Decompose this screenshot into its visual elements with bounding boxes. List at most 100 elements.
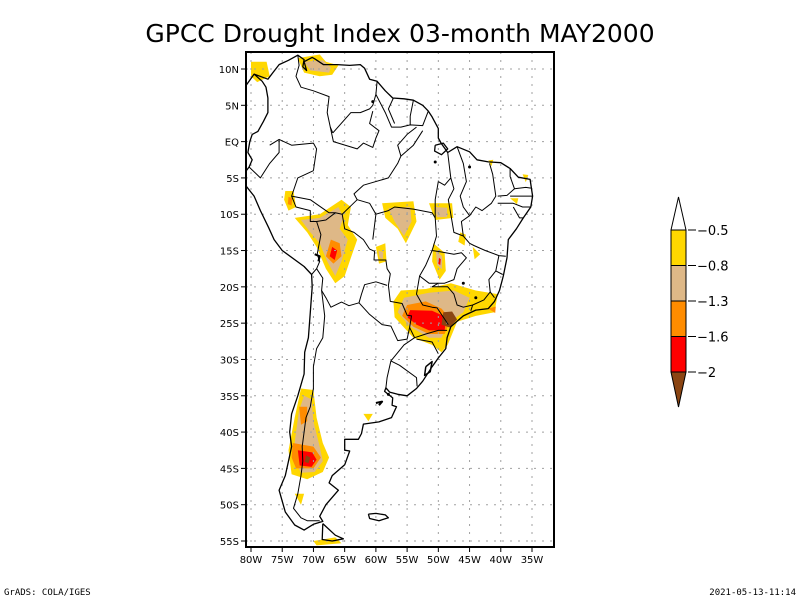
country-border: [295, 55, 334, 134]
country-border: [456, 146, 471, 237]
patch-rio-orange: [488, 306, 496, 313]
patch-mt-south-inner: [378, 250, 384, 260]
lat-tick-label: 15S: [220, 247, 239, 258]
patch-bahia-w: [458, 232, 466, 246]
colorbar-label: −2: [697, 366, 716, 381]
country-border: [469, 163, 497, 216]
lat-tick-label: 25S: [220, 319, 239, 330]
country-border: [385, 360, 392, 388]
footer-timestamp: 2021-05-13-11:14: [709, 588, 796, 598]
lake-mark: [461, 281, 465, 285]
lon-tick-label: 55W: [396, 555, 419, 566]
lake-mark: [433, 160, 437, 164]
lat-tick-label: 50S: [220, 501, 239, 512]
country-border: [291, 170, 322, 275]
lat-tick-label: 55S: [220, 537, 239, 548]
country-border: [248, 139, 280, 179]
footer-credit: GrADS: COLA/IGES: [4, 588, 91, 598]
lon-tick-label: 50W: [427, 555, 450, 566]
country-border: [316, 268, 388, 308]
colorbar-top-arrow: [670, 196, 687, 231]
longitude-axis: 80W 75W 70W 65W 60W 55W 50W 45W 40W 35W: [240, 547, 543, 566]
lake-mark: [468, 165, 472, 169]
lon-tick-label: 65W: [333, 555, 356, 566]
lake-patos: [423, 360, 433, 377]
colorbar-segment: [670, 336, 687, 373]
country-border: [400, 130, 424, 157]
colorbar-label: −0.5: [697, 224, 729, 239]
patch-venezuela-inner: [304, 60, 331, 73]
lon-tick-label: 70W: [302, 555, 325, 566]
lat-tick-label: 10N: [219, 65, 239, 76]
country-border: [269, 138, 318, 171]
country-border: [353, 126, 417, 200]
coastline-marajo: [433, 142, 449, 156]
colorbar-segment: [670, 229, 687, 266]
colorbar-segment: [670, 265, 687, 302]
lake-mark: [371, 100, 375, 104]
lat-tick-label: 10S: [220, 210, 239, 221]
country-border: [431, 250, 467, 288]
patch-colombia-nw: [251, 61, 270, 83]
country-border: [438, 152, 452, 186]
lat-tick-label: EQ: [225, 138, 239, 149]
country-border: [512, 206, 524, 219]
coastline-falklands: [367, 512, 390, 522]
colorbar-legend: −0.5 −0.8 −1.3 −1.6 −2: [670, 196, 729, 408]
lake-mark: [386, 392, 390, 396]
country-border: [447, 177, 464, 237]
country-border: [293, 290, 326, 522]
lake-mark: [474, 296, 478, 300]
plot-title: GPCC Drought Index 03-month MAY2000: [145, 19, 654, 48]
country-border: [497, 168, 515, 197]
lat-tick-label: 5S: [226, 174, 239, 185]
patch-ne-1: [488, 159, 494, 167]
country-border: [489, 291, 495, 298]
lat-tick-label: 20S: [220, 283, 239, 294]
country-border: [329, 110, 380, 150]
grid-lines: [246, 52, 554, 547]
lat-tick-label: 30S: [220, 355, 239, 366]
lon-tick-label: 45W: [458, 555, 481, 566]
map-area: [246, 52, 554, 547]
lake-ar: [375, 400, 384, 406]
lat-tick-label: 5N: [225, 101, 239, 112]
patch-south-red: [407, 310, 447, 331]
patch-peru-core: [287, 196, 293, 206]
patch-argentina: [363, 413, 373, 422]
country-border: [332, 81, 378, 134]
patch-bahia-s: [472, 246, 481, 260]
country-border: [387, 97, 396, 124]
coastline-fuego: [321, 523, 345, 542]
country-border: [409, 100, 414, 125]
country-border: [514, 186, 531, 190]
country-border: [358, 302, 411, 342]
colorbar-segment: [670, 300, 687, 337]
colorbar-label: −1.6: [697, 331, 729, 346]
colorbar-label: −1.3: [697, 295, 729, 310]
patch-ne-3: [510, 198, 519, 205]
lon-tick-label: 75W: [271, 555, 294, 566]
lat-tick-label: 35S: [220, 392, 239, 403]
country-border: [416, 275, 449, 325]
map-frame: [245, 51, 555, 548]
country-border: [387, 285, 412, 328]
colorbar-label: −0.8: [697, 260, 729, 275]
lon-tick-label: 40W: [489, 555, 512, 566]
country-border: [462, 235, 506, 257]
country-border: [495, 270, 503, 275]
country-border: [497, 202, 531, 208]
lat-tick-label: 40S: [220, 428, 239, 439]
lat-tick-label: 45S: [220, 464, 239, 475]
country-border: [470, 304, 474, 311]
patch-matogrosso-inner: [388, 207, 412, 236]
patch-chile-brown: [304, 455, 311, 464]
lon-tick-label: 80W: [240, 555, 263, 566]
coastline-main: [246, 54, 534, 531]
country-border: [375, 206, 436, 219]
country-border: [414, 329, 448, 339]
lon-tick-label: 60W: [365, 555, 388, 566]
latitude-axis: 10N 5N EQ 5S 10S 15S 20S 25S 30S 35S 40S 45S 50S 55S: [219, 65, 246, 548]
colorbar-bottom-arrow: [670, 371, 687, 408]
